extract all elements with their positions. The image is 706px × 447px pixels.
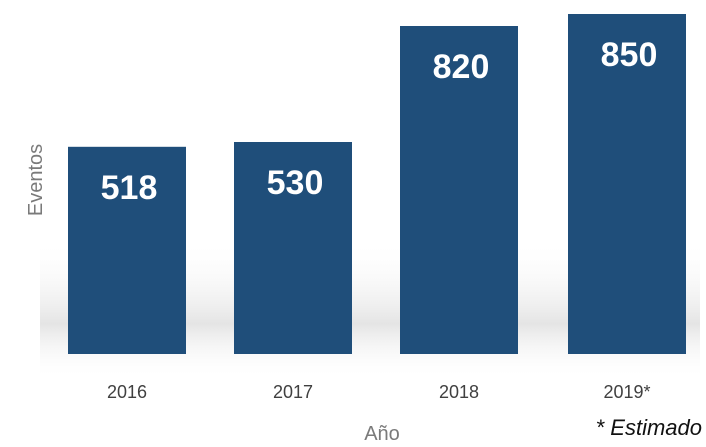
bar-2019 (568, 14, 686, 354)
bars-group (68, 14, 686, 354)
y-axis-label: Eventos (25, 144, 47, 216)
x-tick-2019: 2019* (603, 382, 650, 402)
bar-2017 (234, 142, 352, 354)
x-tick-labels-group: 2016 2017 2018 2019* (107, 382, 651, 402)
x-tick-2016: 2016 (107, 382, 147, 402)
bar-2018 (400, 26, 518, 354)
x-tick-2017: 2017 (273, 382, 313, 402)
bar-2016 (68, 146, 186, 354)
estimate-note: * Estimado (596, 415, 702, 440)
data-label-2017: 530 (267, 164, 324, 202)
x-axis-label: Año (364, 423, 400, 445)
x-tick-2018: 2018 (439, 382, 479, 402)
data-labels-group: 518 530 820 850 (101, 36, 658, 207)
data-label-2019: 850 (601, 36, 658, 74)
data-label-2018: 820 (433, 48, 490, 86)
data-label-2016: 518 (101, 169, 158, 207)
